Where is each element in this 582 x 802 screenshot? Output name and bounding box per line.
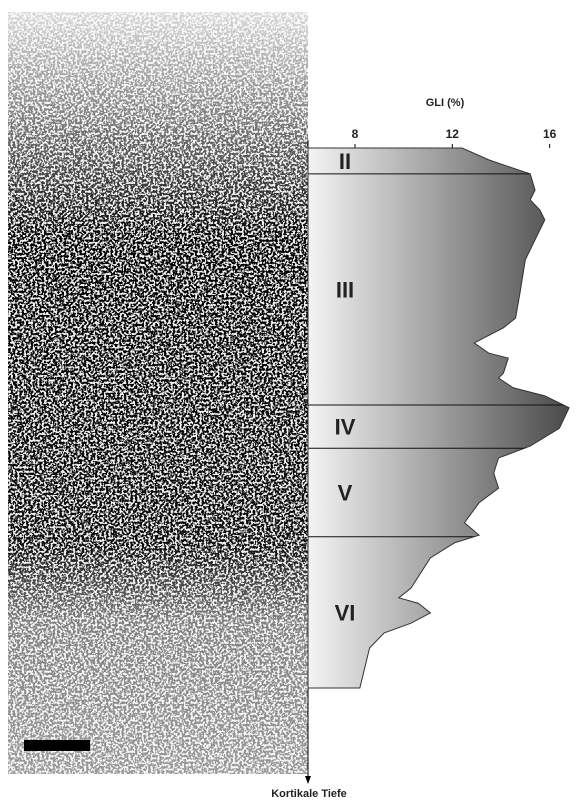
x-tick-label: 16 [543, 127, 557, 141]
axis-arrow [305, 776, 311, 784]
gli-area [307, 147, 570, 689]
histology-image [8, 12, 308, 774]
layer-label: V [338, 481, 353, 506]
y-axis-label: Kortikale Tiefe [271, 788, 347, 800]
x-tick-label: 12 [446, 127, 460, 141]
layer-label: VI [335, 600, 356, 625]
x-axis-label: GLI (%) [426, 97, 465, 109]
layer-label: II [339, 149, 351, 174]
layer-label: III [336, 277, 354, 302]
x-tick-label: 8 [352, 127, 359, 141]
layer-label: IV [335, 415, 356, 440]
scale-bar [24, 740, 90, 751]
